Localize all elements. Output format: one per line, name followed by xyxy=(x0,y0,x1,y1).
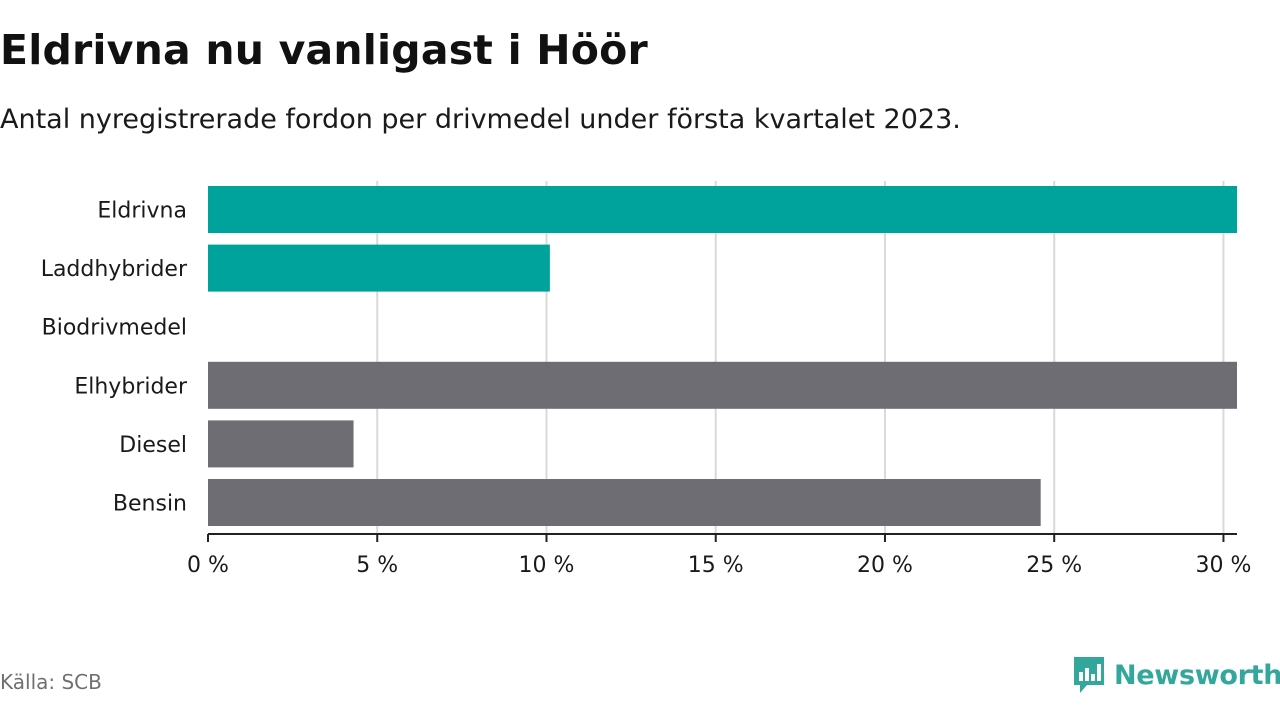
newsworthy-logo-icon xyxy=(1074,657,1104,693)
chart-title: Eldrivna nu vanligast i Höör xyxy=(0,26,648,74)
category-label-bensin: Bensin xyxy=(113,492,187,517)
x-tick-label-4: 20 % xyxy=(857,553,913,578)
category-label-elhybrider: Elhybrider xyxy=(74,374,188,399)
source-label: Källa: SCB xyxy=(0,670,102,694)
category-label-biodrivmedel: Biodrivmedel xyxy=(42,316,187,341)
x-tick-label-1: 5 % xyxy=(356,553,398,578)
bar-eldrivna xyxy=(208,186,1237,233)
bar-diesel xyxy=(208,420,354,468)
bar-elhybrider xyxy=(208,361,1237,409)
bar-bensin xyxy=(208,479,1041,526)
brand-logo: Newsworthy xyxy=(1072,654,1280,696)
x-tick-label-3: 15 % xyxy=(688,553,744,578)
category-label-eldrivna: Eldrivna xyxy=(97,199,187,224)
category-label-laddhybrider: Laddhybrider xyxy=(41,257,188,282)
x-tick-label-5: 25 % xyxy=(1026,553,1082,578)
bar-chart: Eldrivna Laddhybrider Biodrivmedel Elhybrid… xyxy=(41,181,1252,578)
brand-name: Newsworthy xyxy=(1114,659,1280,691)
x-tick-label-0: 0 % xyxy=(187,553,229,578)
category-label-diesel: Diesel xyxy=(119,433,187,458)
chart-subtitle: Antal nyregistrerade fordon per drivmede… xyxy=(0,104,961,135)
x-tick-label-2: 10 % xyxy=(519,553,575,578)
x-tick-label-6: 30 % xyxy=(1196,553,1252,578)
bar-laddhybrider xyxy=(208,244,550,292)
